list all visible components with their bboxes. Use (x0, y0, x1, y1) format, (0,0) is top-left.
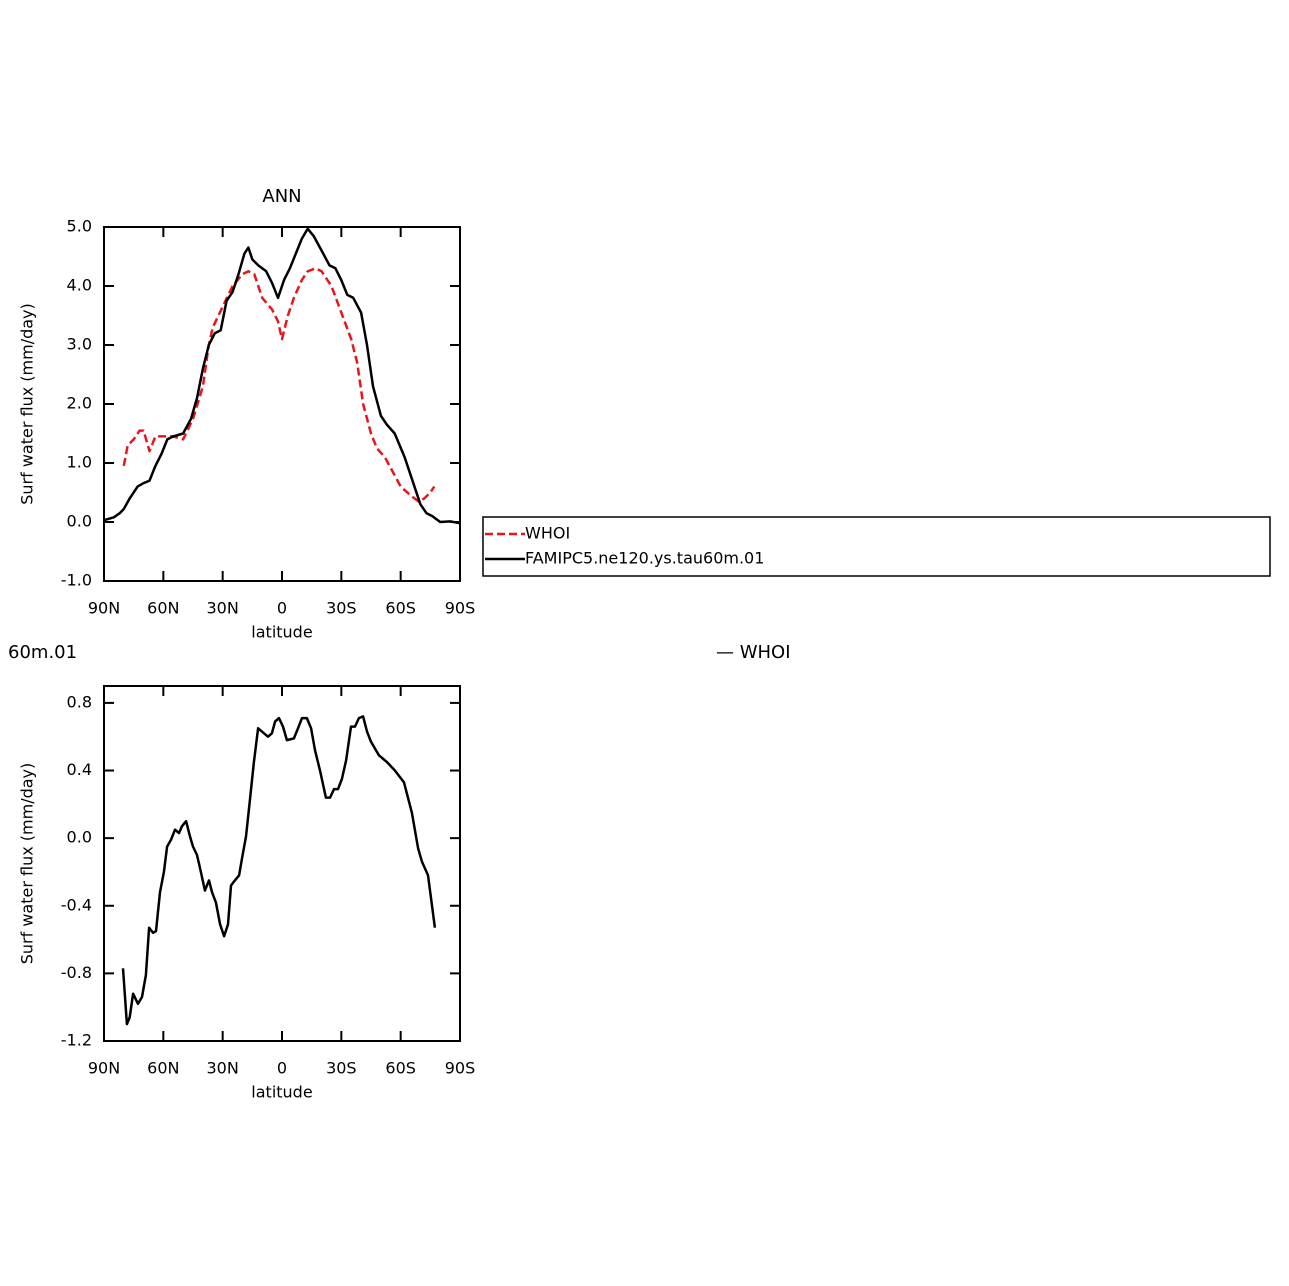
x-tick-label: 30N (207, 599, 239, 618)
x-tick-label: 60S (385, 1059, 416, 1078)
x-tick-label: 90N (88, 599, 120, 618)
annotation: 60m.01 (8, 642, 77, 663)
y-tick-label: -1.0 (61, 571, 92, 590)
x-tick-label: 30N (207, 1059, 239, 1078)
y-axis-label: Surf water flux (mm/day) (18, 303, 37, 505)
y-tick-label: -0.8 (61, 963, 92, 982)
legend-label: WHOI (525, 524, 570, 543)
x-tick-label: 30S (326, 599, 357, 618)
annotation: — WHOI (716, 642, 791, 663)
y-tick-label: 0.0 (67, 828, 92, 847)
y-tick-label: 5.0 (67, 217, 92, 236)
plot-frame (103, 226, 461, 582)
legend-label: FAMIPC5.ne120.ys.tau60m.01 (525, 549, 764, 568)
x-tick-label: 60S (385, 599, 416, 618)
x-tick-label: 90S (445, 1059, 476, 1078)
x-tick-label: 30S (326, 1059, 357, 1078)
y-tick-label: -0.4 (61, 895, 92, 914)
x-axis-label: latitude (251, 623, 312, 642)
data-line (103, 227, 461, 525)
x-axis-label: latitude (251, 1083, 312, 1102)
plot-frame (103, 685, 461, 1042)
data-line (121, 715, 437, 1026)
x-tick-label: 60N (147, 599, 179, 618)
x-tick-label: 60N (147, 1059, 179, 1078)
y-tick-label: 4.0 (67, 276, 92, 295)
y-tick-label: 0.0 (67, 512, 92, 531)
x-tick-label: 0 (277, 599, 287, 618)
y-tick-label: 1.0 (67, 453, 92, 472)
data-line (122, 267, 436, 503)
y-tick-label: 0.4 (67, 760, 92, 779)
y-tick-label: -1.2 (61, 1031, 92, 1050)
y-tick-label: 0.8 (67, 692, 92, 711)
x-tick-label: 0 (277, 1059, 287, 1078)
y-tick-label: 3.0 (67, 335, 92, 354)
legend-box (482, 516, 1271, 577)
chart-title: ANN (262, 186, 301, 207)
x-tick-label: 90N (88, 1059, 120, 1078)
y-axis-label: Surf water flux (mm/day) (18, 763, 37, 965)
y-tick-label: 2.0 (67, 394, 92, 413)
x-tick-label: 90S (445, 599, 476, 618)
